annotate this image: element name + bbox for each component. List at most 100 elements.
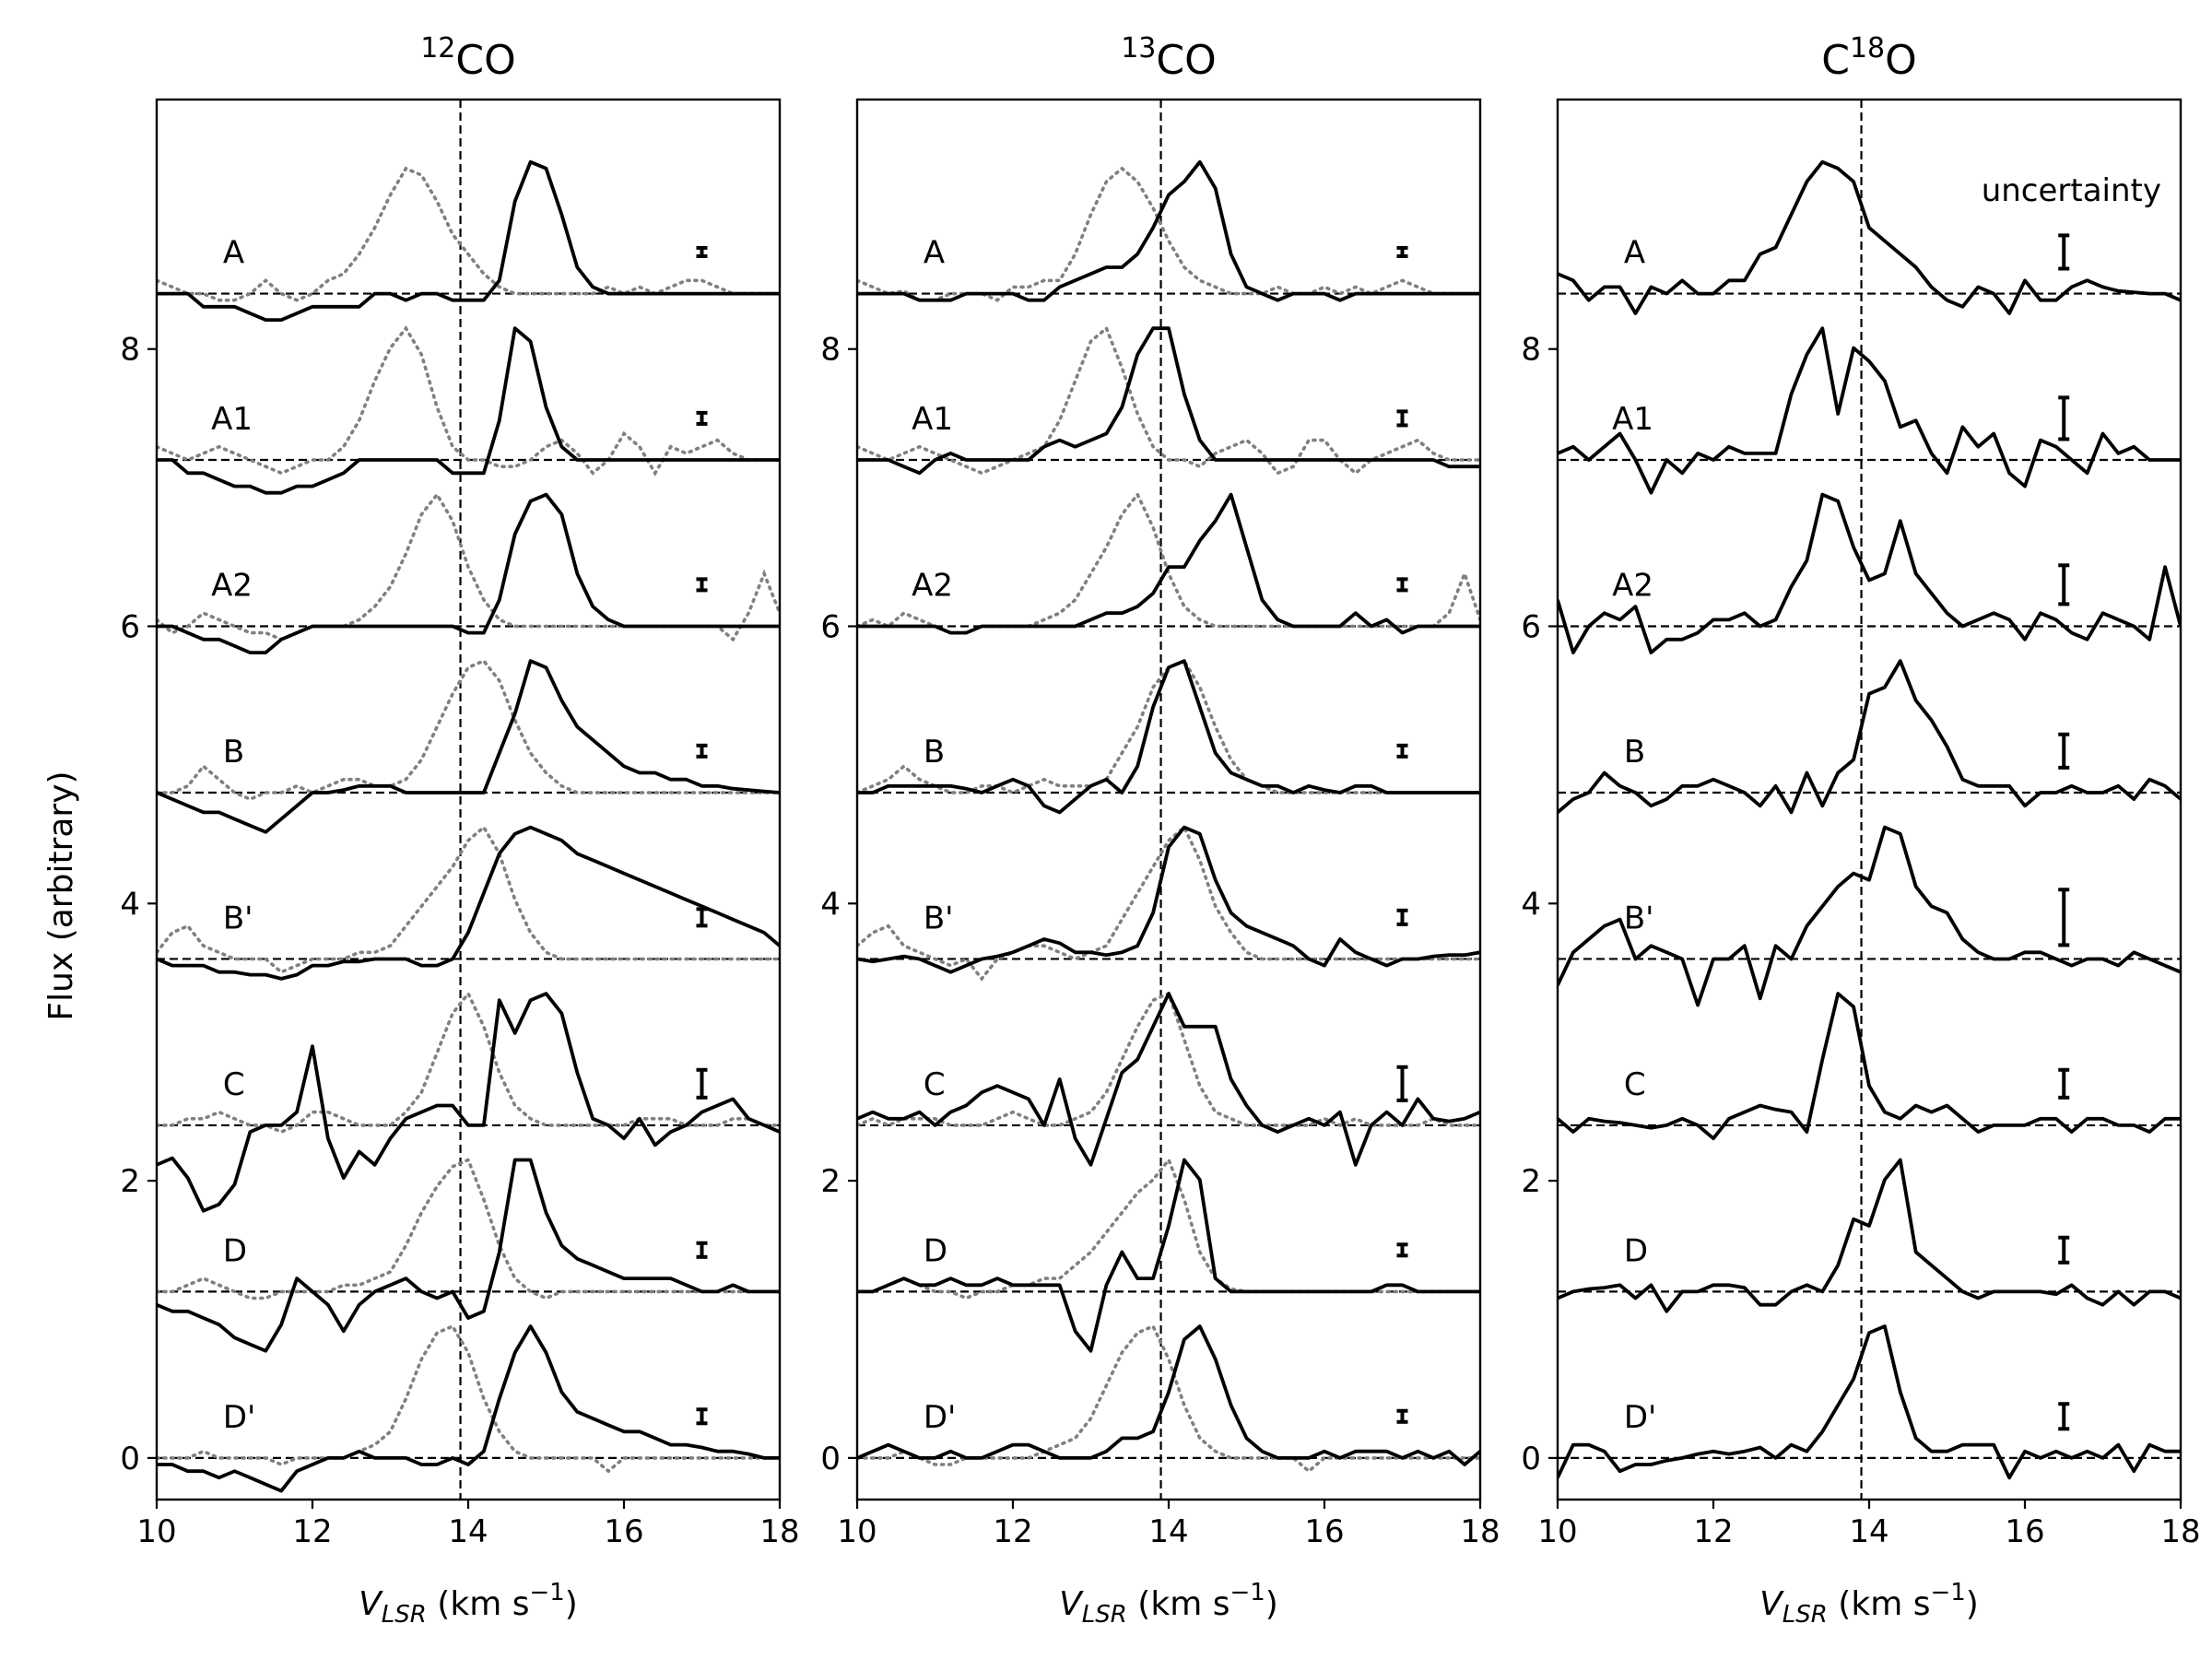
xlabel-exp: −1 (1230, 1579, 1265, 1606)
x-tick-label: 18 (2160, 1513, 2200, 1550)
solid-spectrum-A1 (1558, 326, 2181, 495)
x-tick-label: 10 (1537, 1513, 1577, 1550)
spectrum-label-B': B' (223, 900, 253, 936)
spectrum-label-D': D' (1624, 1399, 1657, 1436)
solid-spectrum-B' (157, 825, 780, 981)
title-superscript: 13 (1121, 32, 1156, 65)
solid-spectrum-A (1558, 159, 2181, 315)
spectrum-label-B: B (1624, 734, 1645, 771)
plot-area (157, 100, 780, 1500)
x-tick-label: 16 (2005, 1513, 2044, 1550)
spectrum-label-A2: A2 (1612, 567, 1653, 604)
spectrum-label-A1: A1 (211, 401, 253, 438)
y-tick-label: 2 (120, 1163, 140, 1200)
solid-spectrum-A (157, 159, 780, 323)
title-main: CO (455, 37, 515, 84)
y-axis-label: Flux (arbitrary) (42, 771, 80, 1020)
solid-spectrum-A2 (1558, 492, 2181, 654)
spectrum-label-B: B (924, 734, 945, 771)
spectrum-label-A2: A2 (211, 567, 253, 604)
xlabel-sub: LSR (1783, 1601, 1828, 1629)
solid-spectrum-D' (1558, 1324, 2181, 1480)
axes-frame (855, 98, 1482, 1501)
xlabel-exp: −1 (1930, 1579, 1965, 1606)
y-tick-label: 8 (820, 332, 841, 369)
spectrum-label-D: D (1624, 1232, 1648, 1269)
xlabel-var: V (1059, 1585, 1084, 1623)
solid-spectrum-A1 (157, 326, 780, 495)
xlabel-exp: −1 (529, 1579, 564, 1606)
x-tick-label: 12 (993, 1513, 1032, 1550)
y-tick-label: 6 (820, 609, 841, 646)
dotted-spectrum-A1 (857, 325, 1480, 476)
solid-spectrum-B (1558, 659, 2181, 815)
solid-spectrum-B (157, 659, 780, 834)
y-tick-label: 2 (820, 1163, 841, 1200)
dotted-spectrum-A2 (157, 491, 780, 642)
y-tick-label: 0 (120, 1441, 140, 1477)
dotted-spectrum-C (157, 990, 780, 1135)
spectrum-label-C: C (1624, 1066, 1646, 1103)
solid-spectrum-D' (857, 1324, 1480, 1466)
dotted-spectrum-B (157, 658, 780, 802)
title-superscript: 18 (1850, 32, 1885, 65)
spectrum-label-D': D' (223, 1399, 256, 1436)
solid-spectrum-A2 (157, 492, 780, 654)
xlabel-unit: (km s (427, 1585, 530, 1623)
spectrum-label-C: C (223, 1066, 245, 1103)
spectrum-label-D: D (924, 1232, 947, 1269)
plot-area (1558, 100, 2181, 1500)
plot-area (857, 100, 1480, 1500)
xlabel-unit: (km s (1127, 1585, 1230, 1623)
spectrum-label-D': D' (924, 1399, 957, 1436)
title-superscript: 12 (420, 32, 455, 65)
spectrum-label-D: D (223, 1232, 247, 1269)
solid-spectrum-B' (857, 825, 1480, 974)
solid-spectrum-A (857, 159, 1480, 302)
dotted-spectrum-A (157, 166, 780, 302)
y-tick-label: 4 (120, 886, 140, 923)
y-tick-label: 6 (120, 609, 140, 646)
spectrum-label-B': B' (1624, 900, 1654, 936)
spectrum-label-A: A (223, 234, 244, 271)
solid-spectrum-D' (157, 1324, 780, 1493)
x-axis-label: VLSR (km s−1) (359, 1579, 578, 1629)
solid-spectrum-C (857, 992, 1480, 1167)
spectrum-label-A1: A1 (912, 401, 953, 438)
xlabel-unit: (km s (1828, 1585, 1931, 1623)
solid-spectrum-D (1558, 1158, 2181, 1313)
spectrum-label-A1: A1 (1612, 401, 1653, 438)
x-tick-label: 14 (1849, 1513, 1888, 1550)
y-tick-label: 4 (1521, 886, 1541, 923)
x-axis-label: VLSR (km s−1) (1759, 1579, 1979, 1629)
panel-title: 13CO (1121, 32, 1217, 84)
spectrum-label-B': B' (924, 900, 954, 936)
y-tick-label: 0 (820, 1441, 841, 1477)
y-tick-label: 8 (1521, 332, 1541, 369)
title-prefix: C (1821, 37, 1850, 84)
solid-spectrum-C (1558, 992, 2181, 1141)
dotted-spectrum-B (857, 658, 1480, 794)
x-tick-label: 18 (759, 1513, 799, 1550)
dotted-spectrum-C (857, 991, 1480, 1127)
solid-spectrum-D (857, 1158, 1480, 1353)
y-tick-label: 0 (1521, 1441, 1541, 1477)
dotted-spectrum-A (857, 166, 1480, 302)
uncertainty-label: uncertainty (1982, 172, 2161, 209)
solid-spectrum-C (157, 992, 780, 1213)
xlabel-var: V (1759, 1585, 1784, 1623)
axes-frame (1556, 98, 2183, 1501)
xlabel-end: ) (1265, 1585, 1278, 1623)
x-tick-label: 18 (1460, 1513, 1500, 1550)
x-tick-label: 14 (1148, 1513, 1188, 1550)
y-tick-label: 4 (820, 886, 841, 923)
dotted-spectrum-A1 (157, 325, 780, 477)
title-main: O (1885, 37, 1917, 84)
spectrum-label-C: C (924, 1066, 946, 1103)
x-tick-label: 12 (1693, 1513, 1733, 1550)
solid-spectrum-B' (1558, 825, 2181, 1007)
dotted-spectrum-D' (857, 1324, 1480, 1474)
panel-title: 12CO (420, 32, 516, 84)
